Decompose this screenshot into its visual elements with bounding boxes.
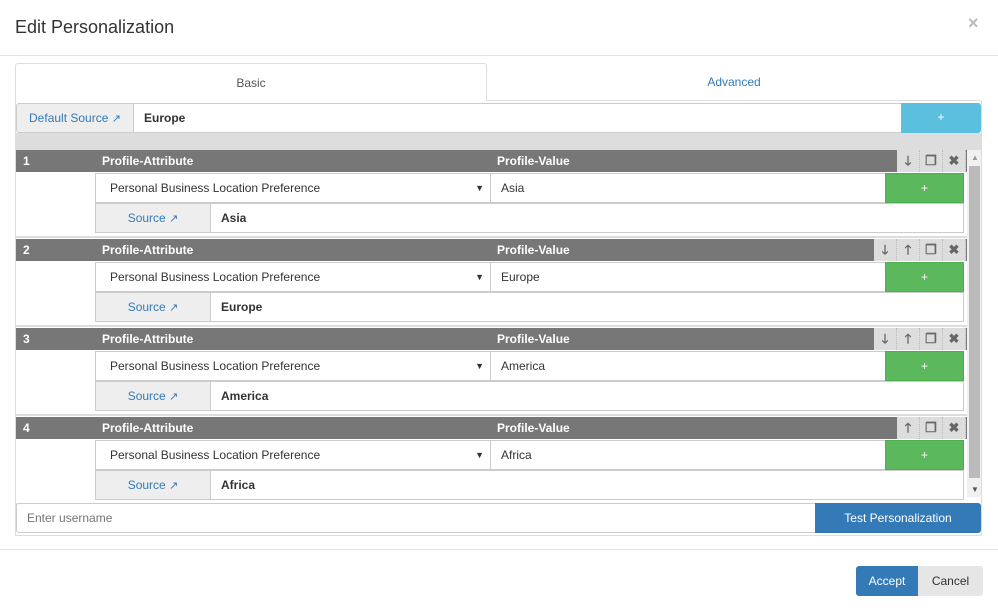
row-actions: 🡓 🡑 ❐ ✖ [874,239,966,261]
duplicate-icon[interactable]: ❐ [920,417,943,439]
attribute-select-value: Personal Business Location Preference [110,448,321,462]
row-body [16,350,967,416]
value-input[interactable]: Africa [490,440,886,470]
value-header: Profile-Value [497,154,570,168]
row-body [16,172,967,238]
cancel-button[interactable]: Cancel [918,566,983,596]
attribute-header: Profile-Attribute [102,154,194,168]
default-source-value[interactable]: Europe [133,103,902,133]
source-link[interactable]: Source ↗ [95,292,211,322]
scrollbar-thumb[interactable] [969,166,980,478]
attribute-select[interactable]: Personal Business Location Preference ▼ [95,351,491,381]
source-value[interactable]: Asia [210,203,964,233]
tab-advanced[interactable]: Advanced [487,63,981,101]
chevron-down-icon: ▼ [475,272,484,282]
external-link-icon: ↗ [169,213,179,225]
source-link[interactable]: Source ↗ [95,203,211,233]
attribute-header: Profile-Attribute [102,332,194,346]
duplicate-icon[interactable]: ❐ [920,328,943,350]
row-number: 3 [23,332,30,346]
value-header: Profile-Value [497,243,570,257]
attribute-header: Profile-Attribute [102,243,194,257]
default-source-link[interactable]: Default Source ↗ [16,103,134,133]
value-input[interactable]: Europe [490,262,886,292]
attribute-select[interactable]: Personal Business Location Preference ▼ [95,173,491,203]
move-down-icon[interactable]: 🡓 [874,328,897,350]
scroll-down-icon[interactable]: ▼ [971,485,979,494]
source-label: Source [127,478,166,492]
row-actions: 🡑 ❐ ✖ [897,417,966,439]
footer-divider [0,549,998,550]
source-value[interactable]: Africa [210,470,964,500]
move-up-icon[interactable]: 🡑 [897,328,920,350]
row-number: 1 [23,154,30,168]
attribute-select-value: Personal Business Location Preference [110,181,321,195]
value-input[interactable]: America [490,351,886,381]
source-label: Source [127,211,166,225]
username-input[interactable] [16,503,816,533]
source-label: Source [127,300,166,314]
source-link[interactable]: Source ↗ [95,381,211,411]
header-divider [0,55,998,56]
remove-icon[interactable]: ✖ [943,328,966,350]
move-up-icon[interactable]: 🡑 [897,417,920,439]
external-link-icon: ↗ [111,113,121,125]
chevron-down-icon: ▼ [475,361,484,371]
remove-icon[interactable]: ✖ [943,417,966,439]
add-value-button[interactable]: + [885,262,964,292]
chevron-down-icon: ▼ [475,450,484,460]
attribute-select-value: Personal Business Location Preference [110,270,321,284]
row-header: 4 Profile-Attribute Profile-Value [16,417,967,439]
move-up-icon[interactable]: 🡑 [897,239,920,261]
row-actions: 🡓 ❐ ✖ [897,150,966,172]
basic-panel [15,101,982,536]
move-down-icon[interactable]: 🡓 [897,150,920,172]
row-number: 4 [23,421,30,435]
duplicate-icon[interactable]: ❐ [920,150,943,172]
attribute-select[interactable]: Personal Business Location Preference ▼ [95,262,491,292]
scroll-up-icon[interactable]: ▲ [971,153,979,162]
add-default-source-button[interactable]: + [901,103,981,133]
value-header: Profile-Value [497,332,570,346]
value-header: Profile-Value [497,421,570,435]
duplicate-icon[interactable]: ❐ [920,239,943,261]
row-number: 2 [23,243,30,257]
remove-icon[interactable]: ✖ [943,150,966,172]
external-link-icon: ↗ [169,480,179,492]
attribute-select-value: Personal Business Location Preference [110,359,321,373]
dialog-title: Edit Personalization [15,17,175,37]
row-actions: 🡓 🡑 ❐ ✖ [874,328,966,350]
row-header: 3 Profile-Attribute Profile-Value [16,328,967,350]
source-label: Source [127,389,166,403]
attribute-select[interactable]: Personal Business Location Preference ▼ [95,440,491,470]
default-source-label: Default Source [29,111,109,125]
external-link-icon: ↗ [169,391,179,403]
row-header: 2 Profile-Attribute Profile-Value [16,239,967,261]
row-header: 1 Profile-Attribute Profile-Value [16,150,967,172]
chevron-down-icon: ▼ [475,183,484,193]
source-value[interactable]: America [210,381,964,411]
move-down-icon[interactable]: 🡓 [874,239,897,261]
separator-bar [16,133,981,150]
source-value[interactable]: Europe [210,292,964,322]
close-icon[interactable]: × [968,13,979,33]
remove-icon[interactable]: ✖ [943,239,966,261]
source-link[interactable]: Source ↗ [95,470,211,500]
accept-button[interactable]: Accept [856,566,918,596]
add-value-button[interactable]: + [885,351,964,381]
tab-basic[interactable]: Basic [15,63,487,101]
row-body [16,261,967,327]
test-personalization-button[interactable]: Test Personalization [815,503,981,533]
external-link-icon: ↗ [169,302,179,314]
attribute-header: Profile-Attribute [102,421,194,435]
add-value-button[interactable]: + [885,173,964,203]
value-input[interactable]: Asia [490,173,886,203]
add-value-button[interactable]: + [885,440,964,470]
